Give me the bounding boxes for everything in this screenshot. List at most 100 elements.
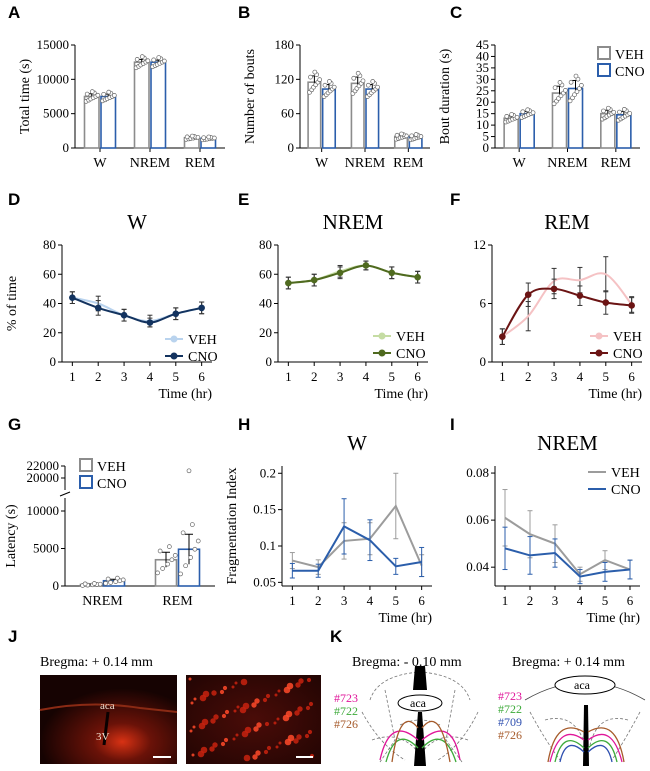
labeled-cell — [192, 725, 196, 729]
panel-label-d: D — [8, 190, 20, 209]
legend-swatch-cno — [597, 63, 611, 77]
labeled-cell — [242, 702, 250, 710]
data-point — [172, 553, 178, 558]
bars-B: W NREM REM — [300, 69, 430, 171]
k-right-bregma-title: Bregma: + 0.14 mm — [512, 655, 625, 670]
labeled-cells — [188, 677, 315, 762]
labeled-cell — [286, 682, 294, 690]
injection-id-label: #723 — [498, 689, 522, 703]
legend-dot — [378, 349, 386, 357]
k-left-spread-722-l — [385, 738, 419, 763]
data-point-cno — [310, 276, 318, 284]
data-point — [351, 75, 357, 81]
k-right-spread-709-r — [587, 744, 613, 763]
data-point-cno — [628, 302, 635, 309]
labeled-cell — [307, 729, 313, 735]
x-tick-label: 4 — [363, 369, 370, 384]
injection-id-label: #726 — [498, 728, 522, 742]
labeled-cell — [253, 726, 259, 732]
legend-label-veh: VEH — [396, 330, 425, 345]
labeled-cell — [277, 689, 281, 693]
x-tick-label-rem: REM — [601, 156, 632, 171]
y-tick-label: 0.04 — [466, 559, 489, 574]
x-tick-label: 6 — [418, 593, 425, 608]
labeled-cell — [304, 733, 310, 739]
data-point — [95, 92, 101, 98]
y-axis-label: Number of bouts — [243, 49, 258, 144]
labeled-cell — [190, 701, 194, 705]
data-point — [627, 111, 633, 116]
labeled-cell — [188, 677, 192, 681]
data-point — [611, 109, 617, 115]
injection-id-label: #726 — [334, 717, 358, 731]
y-tick-label: 10000 — [27, 503, 60, 518]
y-tick-label: 0.08 — [466, 465, 489, 480]
y-tick-label: 60 — [259, 266, 272, 281]
axis-break — [59, 491, 71, 497]
x-tick-label: 1 — [285, 369, 292, 384]
data-point — [151, 57, 157, 63]
y-axis-label: Fragmentation Index — [225, 467, 240, 584]
k-left-spread-726-r — [421, 720, 451, 763]
labeled-cell — [273, 721, 277, 725]
data-point — [111, 93, 117, 98]
y-tick-label: 6 — [480, 296, 487, 311]
y-tick-label: 60 — [43, 266, 56, 281]
labeled-cell — [212, 742, 218, 748]
y-tick-label: 20 — [476, 94, 489, 109]
x-tick-label: 3 — [337, 369, 344, 384]
data-point — [574, 89, 580, 94]
labeled-cell — [298, 678, 304, 684]
y-axis-E: 0 20 40 60 80 — [259, 237, 279, 369]
data-point-cno — [285, 279, 292, 287]
y-axis-label: Total time (s) — [18, 59, 33, 135]
y-tick-label: 30 — [476, 71, 489, 86]
j-aca-label: aca — [100, 700, 115, 712]
x-tick-label-w: W — [513, 156, 527, 171]
data-point — [557, 80, 563, 85]
labeled-cell — [263, 749, 269, 755]
series-line-veh — [501, 272, 633, 338]
k-right-spread-722-l — [554, 739, 585, 763]
legend-label-cno: CNO — [396, 347, 426, 362]
x-tick-label: 4 — [147, 369, 154, 384]
labeled-cell — [240, 678, 248, 686]
data-point — [399, 131, 404, 137]
series-line-veh — [504, 516, 631, 576]
legend-label-cno: CNO — [97, 477, 127, 492]
labeled-cell — [213, 714, 219, 720]
lines-H: 1 2 3 4 5 6 Time (hr) W — [282, 431, 432, 626]
labeled-cell — [232, 737, 236, 741]
y-tick-label: 20000 — [27, 470, 60, 485]
bar-veh-nrem — [133, 61, 150, 149]
x-tick-label-w: W — [315, 156, 329, 171]
k-left-spread-726-l — [391, 720, 419, 763]
k-left-ventricle-top — [413, 666, 427, 690]
y-tick-label: 35 — [476, 60, 489, 75]
data-point — [605, 105, 611, 111]
labeled-cell — [274, 693, 278, 697]
labeled-cell — [191, 753, 195, 757]
y-tick-label: 15000 — [37, 37, 70, 52]
y-axis-F: 0 6 12 — [473, 237, 493, 369]
data-point-cno — [120, 311, 128, 319]
data-point — [120, 577, 126, 583]
x-axis-label: Time (hr) — [158, 387, 212, 402]
legend-label-veh: VEH — [611, 466, 640, 481]
k-left-third-ventricle — [414, 712, 426, 766]
data-point-cno — [94, 304, 102, 312]
y-tick-label: 0.05 — [253, 574, 276, 589]
data-point — [601, 108, 606, 114]
data-point — [89, 89, 95, 94]
bars-A: W NREM REM — [75, 54, 225, 171]
labeled-cell — [231, 685, 235, 689]
data-point — [134, 57, 140, 62]
labeled-cell — [296, 734, 302, 740]
data-point — [115, 575, 120, 581]
labeled-cell — [200, 746, 208, 754]
labeled-cell — [266, 745, 272, 751]
y-tick-label: 60 — [281, 106, 294, 121]
y-tick-label: 80 — [43, 237, 56, 252]
data-point — [178, 571, 183, 577]
legend-D: VEH CNO — [165, 333, 218, 365]
